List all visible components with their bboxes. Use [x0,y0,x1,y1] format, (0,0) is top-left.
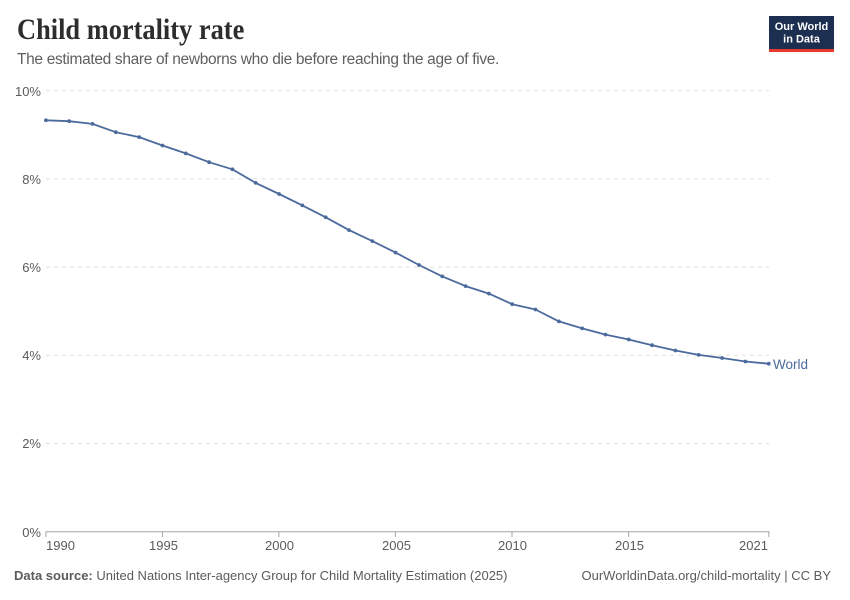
svg-text:in Data: in Data [783,34,821,46]
svg-text:Our World: Our World [775,21,829,33]
